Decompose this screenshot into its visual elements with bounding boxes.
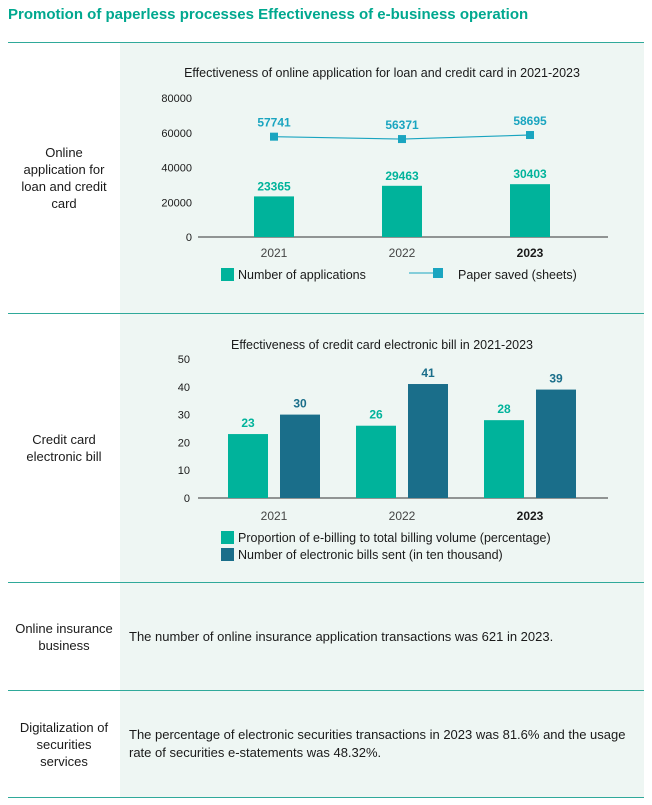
divider	[8, 690, 644, 691]
data-label: 26	[369, 408, 383, 422]
x-tick-label: 2023	[517, 509, 544, 523]
chart-panel: Effectiveness of online application for …	[120, 43, 644, 313]
row-label: Online insurance business	[15, 620, 113, 653]
bar-proportion	[484, 420, 524, 498]
y-tick-label: 30	[178, 410, 190, 422]
ebill-chart: Effectiveness of credit card electronic …	[178, 338, 608, 562]
legend-label: Proportion of e-billing to total billing…	[238, 531, 551, 545]
bar-applications	[510, 184, 550, 237]
divider	[8, 42, 644, 43]
data-label: 41	[421, 366, 435, 380]
y-tick-label: 60000	[161, 128, 192, 140]
bar-proportion	[228, 434, 268, 498]
row-label: Digitalization of securities services	[19, 719, 109, 769]
legend-swatch-bills	[221, 548, 234, 561]
data-label: 23365	[257, 179, 291, 193]
data-label: 30403	[513, 167, 547, 181]
divider	[8, 313, 644, 314]
data-label: 28	[497, 402, 511, 416]
row-label: Online application for loan and credit c…	[21, 145, 107, 211]
legend-label: Number of applications	[238, 268, 366, 282]
row-online-application: Online application for loan and credit c…	[8, 43, 644, 313]
row-securities: Digitalization of securities services Th…	[8, 691, 644, 797]
y-tick-label: 10	[178, 465, 190, 477]
chart-title: Effectiveness of credit card electronic …	[231, 338, 533, 352]
bar-applications	[254, 196, 294, 237]
legend-swatch-paper	[433, 268, 443, 278]
row-online-insurance: Online insurance business The number of …	[8, 583, 644, 690]
row-description: The percentage of electronic securities …	[129, 727, 626, 760]
y-tick-label: 50	[178, 354, 190, 366]
legend: Proportion of e-billing to total billing…	[221, 531, 551, 562]
page-title: Promotion of paperless processes Effecti…	[8, 6, 529, 23]
data-label: 58695	[513, 114, 547, 128]
x-tick-label: 2022	[389, 246, 416, 260]
loan-chart: Effectiveness of online application for …	[161, 66, 608, 282]
x-tick-label: 2021	[261, 509, 288, 523]
x-tick-label: 2021	[261, 246, 288, 260]
bar-bills	[536, 389, 576, 498]
y-tick-label: 80000	[161, 93, 192, 105]
row-description: The number of online insurance applicati…	[129, 628, 554, 644]
legend-label: Paper saved (sheets)	[458, 268, 577, 282]
divider	[8, 582, 644, 583]
legend-label: Number of electronic bills sent (in ten …	[238, 548, 503, 562]
point-paper	[526, 131, 534, 140]
data-label: 29463	[385, 169, 419, 183]
y-tick-label: 20000	[161, 197, 192, 209]
y-tick-label: 0	[184, 493, 190, 505]
divider	[8, 797, 644, 798]
legend-swatch-applications	[221, 268, 234, 281]
row-credit-card-bill: Credit card electronic bill Effectivenes…	[8, 314, 644, 582]
y-tick-label: 20	[178, 437, 190, 449]
row-label: Credit card electronic bill	[26, 432, 102, 464]
y-tick-label: 40000	[161, 163, 192, 175]
bar-proportion	[356, 425, 396, 498]
x-tick-label: 2023	[517, 246, 544, 260]
legend: Number of applications Paper saved (shee…	[221, 268, 577, 282]
text-panel: The number of online insurance applicati…	[120, 583, 644, 690]
point-paper	[398, 135, 406, 144]
data-label: 57741	[257, 116, 291, 130]
legend-swatch-proportion	[221, 531, 234, 544]
x-tick-label: 2022	[389, 509, 416, 523]
y-tick-label: 0	[186, 232, 192, 244]
chart-title: Effectiveness of online application for …	[184, 66, 580, 80]
chart-panel: Effectiveness of credit card electronic …	[120, 314, 644, 582]
y-tick-label: 40	[178, 382, 190, 394]
text-panel: The percentage of electronic securities …	[120, 691, 644, 797]
bar-bills	[408, 384, 448, 498]
data-label: 56371	[385, 118, 419, 132]
data-label: 23	[241, 416, 255, 430]
bar-applications	[382, 185, 422, 237]
point-paper	[270, 132, 278, 141]
data-label: 30	[293, 397, 307, 411]
data-label: 39	[549, 372, 563, 386]
bar-bills	[280, 414, 320, 498]
